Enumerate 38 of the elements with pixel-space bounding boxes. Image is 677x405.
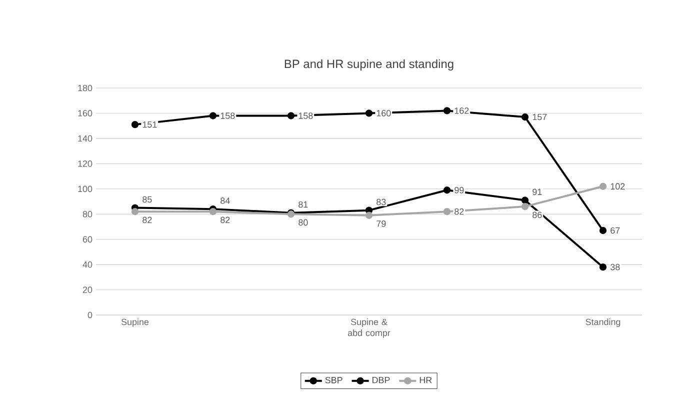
- data-label: 84: [220, 198, 230, 204]
- data-label: 82: [454, 208, 464, 215]
- data-label: 158: [220, 112, 235, 119]
- data-label: 99: [454, 186, 464, 194]
- x-tick-label: Supine & abd compr: [348, 318, 390, 338]
- data-label: 158: [298, 112, 313, 119]
- y-tick-label: 160: [78, 110, 92, 116]
- y-tick-label: 100: [78, 186, 92, 192]
- legend-label: HR: [420, 376, 432, 384]
- data-label: 85: [142, 196, 152, 203]
- x-tick-label: Standing: [586, 318, 620, 327]
- y-tick-label: 60: [82, 236, 92, 243]
- y-tick-label: 20: [82, 286, 92, 293]
- data-label: 67: [610, 227, 620, 234]
- legend-label: DBP: [372, 376, 390, 384]
- data-label: 83: [376, 198, 386, 206]
- y-tick-label: 140: [78, 135, 92, 142]
- y-tick-label: 80: [82, 210, 92, 218]
- data-label: 91: [532, 188, 542, 196]
- chart-title: BP and HR supine and standing: [284, 59, 454, 71]
- data-label: 162: [454, 108, 469, 114]
- data-label: 82: [142, 216, 152, 224]
- y-tick-label: 120: [78, 160, 92, 167]
- data-label: 81: [298, 201, 308, 208]
- y-tick-label: 40: [82, 261, 92, 268]
- data-label: 86: [532, 212, 542, 218]
- data-label: 157: [532, 114, 547, 120]
- data-label: 160: [376, 110, 391, 116]
- y-tick-label: 180: [78, 84, 92, 92]
- data-label: 79: [376, 220, 386, 227]
- data-label: 80: [298, 219, 308, 226]
- data-label: 38: [610, 264, 620, 270]
- data-label: 151: [142, 121, 157, 128]
- data-label: 82: [220, 216, 230, 224]
- legend-label: SBP: [325, 376, 342, 384]
- y-tick-label: 0: [88, 312, 92, 318]
- x-tick-label: Supine: [121, 318, 149, 327]
- data-label: 102: [610, 183, 625, 190]
